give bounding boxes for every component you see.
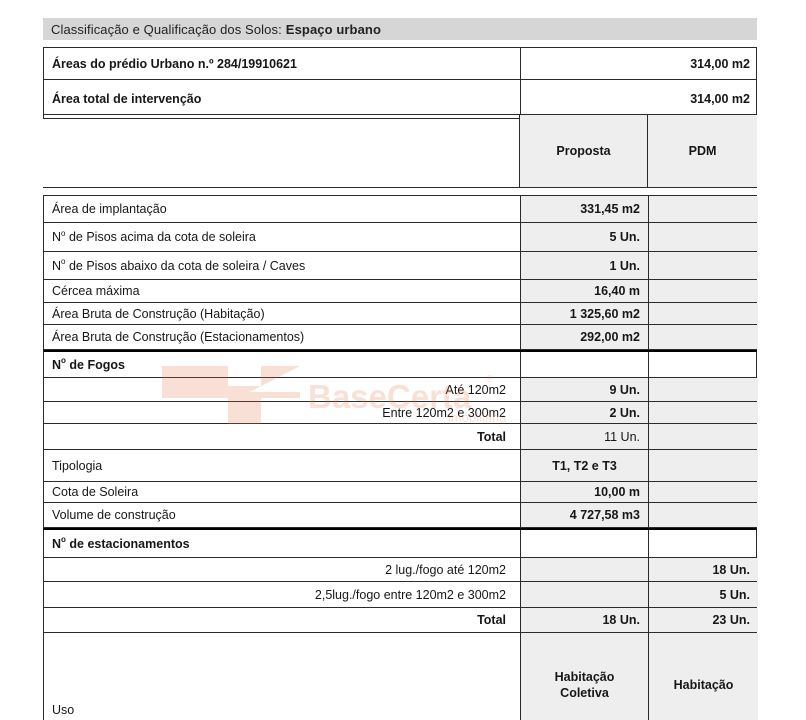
svg-text:®: ®	[486, 374, 494, 385]
svg-text:imobiliária: imobiliária	[448, 410, 507, 425]
